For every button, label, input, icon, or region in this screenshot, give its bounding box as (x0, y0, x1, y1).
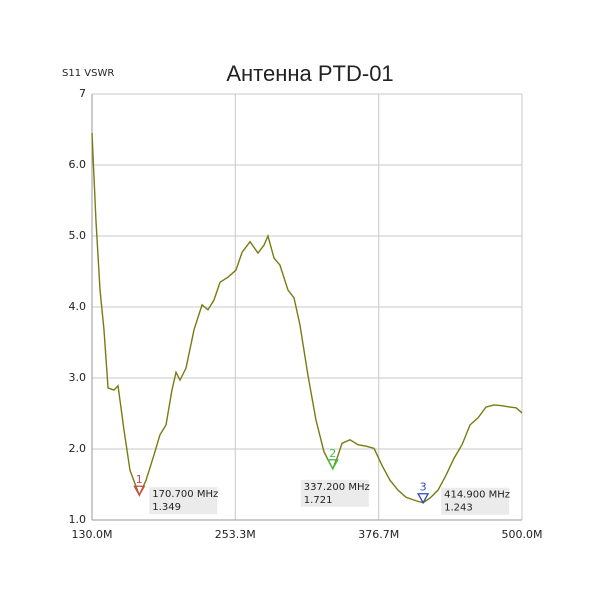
marker (326, 459, 339, 471)
marker-vswr: 1.721 (304, 495, 333, 506)
y-tick-label: 7 (79, 87, 86, 100)
marker-frequency: 337.200 MHz (304, 482, 370, 493)
x-tick-label: 376.7M (358, 528, 399, 541)
y-tick-label: 2.0 (69, 442, 87, 455)
marker-label: 1 (136, 473, 143, 486)
y-tick-label: 3.0 (69, 371, 87, 384)
y-tick-label: 5.0 (69, 229, 87, 242)
marker-readout-box (441, 487, 510, 515)
chart-title: Антенна PTD-01 (226, 61, 393, 86)
marker-readout-box (149, 487, 218, 515)
x-tick-label: 253.3M (215, 528, 256, 541)
marker-readout-box (300, 479, 369, 507)
marker-vswr: 1.243 (444, 503, 473, 514)
y-axis-label: S11 VSWR (62, 68, 114, 79)
x-tick-label: 500.0M (502, 528, 543, 541)
y-tick-label: 6.0 (69, 158, 87, 171)
marker-label: 2 (329, 447, 336, 460)
marker-frequency: 414.900 MHz (444, 490, 510, 501)
y-tick-label: 1.0 (69, 513, 87, 526)
marker (416, 493, 430, 505)
line-series (91, 133, 523, 504)
y-tick-label: 4.0 (69, 300, 87, 313)
marker-frequency: 170.700 MHz (152, 489, 218, 500)
marker-label: 3 (420, 481, 427, 494)
x-tick-label: 130.0M (72, 528, 113, 541)
marker-vswr: 1.349 (152, 502, 181, 513)
marker (133, 485, 146, 497)
